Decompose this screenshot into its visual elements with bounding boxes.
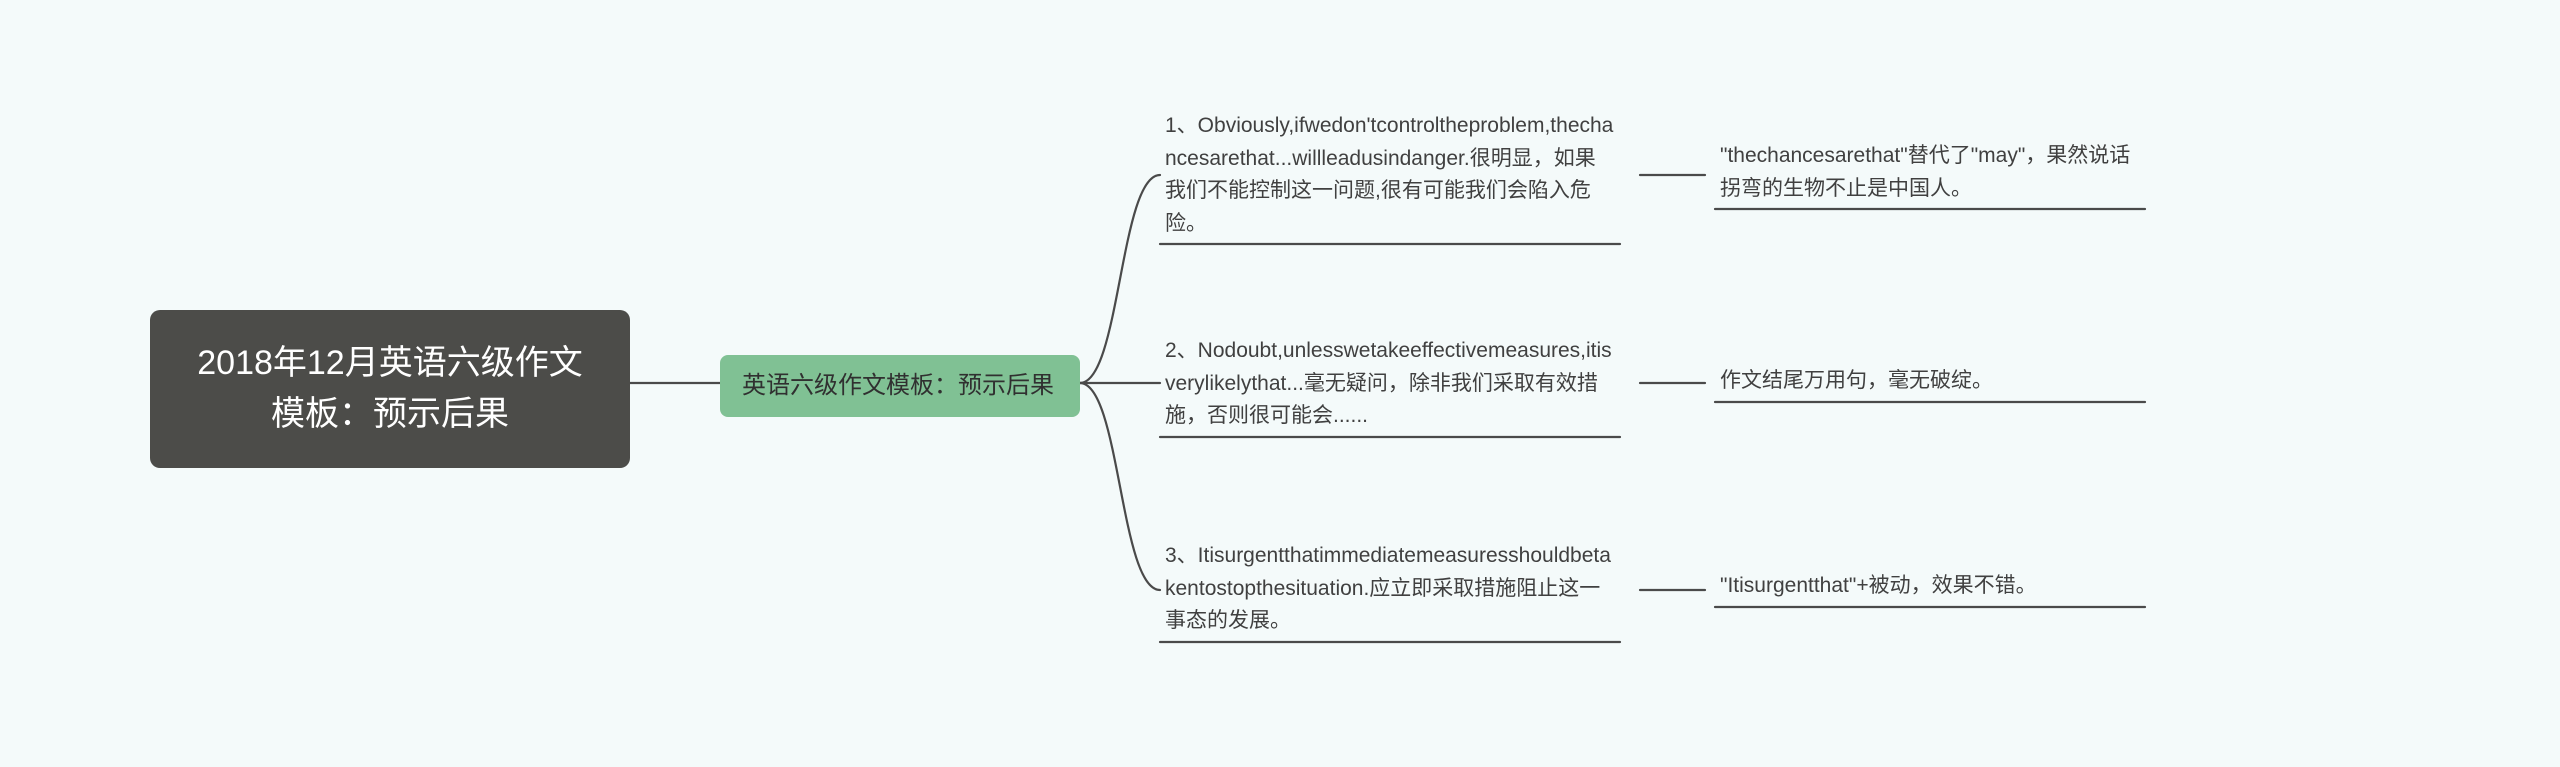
sub-leaf-node-3[interactable]: "Itisurgentthat"+被动，效果不错。 bbox=[1720, 570, 2140, 603]
mindmap-canvas: 2018年12月英语六级作文模板：预示后果 英语六级作文模板：预示后果 1、Ob… bbox=[0, 0, 2560, 767]
leaf-node-1[interactable]: 1、Obviously,ifwedon'tcontroltheproblem,t… bbox=[1165, 110, 1615, 240]
leaf-node-2[interactable]: 2、Nodoubt,unlesswetakeeffectivemeasures,… bbox=[1165, 335, 1615, 433]
root-node[interactable]: 2018年12月英语六级作文模板：预示后果 bbox=[150, 310, 630, 468]
sub-leaf-node-2[interactable]: 作文结尾万用句，毫无破绽。 bbox=[1720, 365, 2140, 398]
topic-node[interactable]: 英语六级作文模板：预示后果 bbox=[720, 355, 1080, 417]
leaf-node-3[interactable]: 3、Itisurgentthatimmediatemeasuresshouldb… bbox=[1165, 540, 1615, 638]
sub-leaf-node-1[interactable]: "thechancesarethat"替代了"may"，果然说话拐弯的生物不止是… bbox=[1720, 140, 2140, 205]
